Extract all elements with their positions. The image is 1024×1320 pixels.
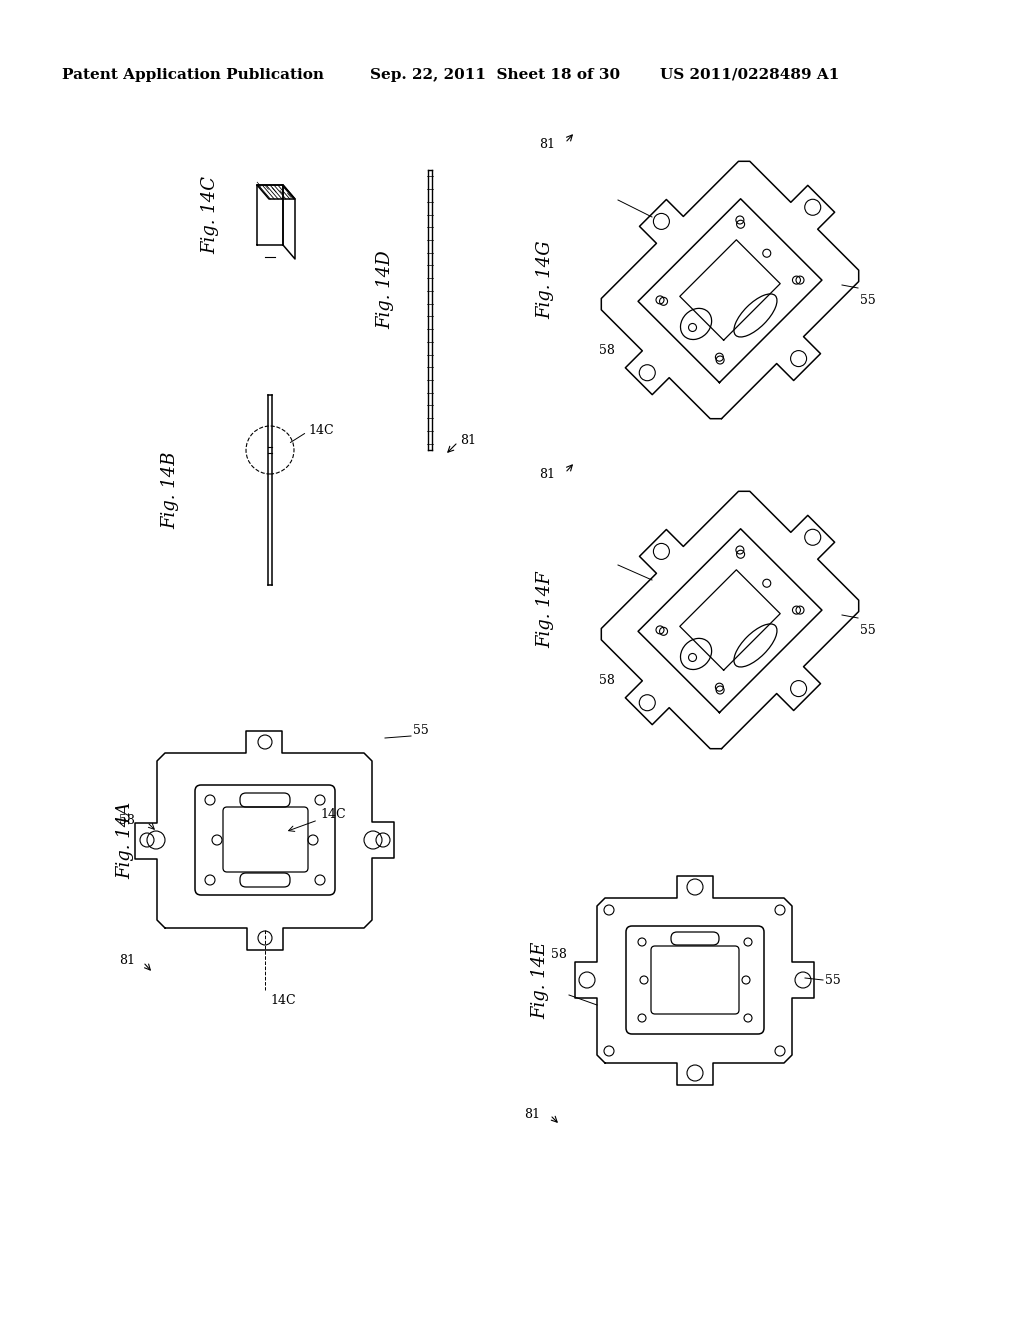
Text: 14C: 14C [270, 994, 296, 1006]
Text: 55: 55 [825, 974, 841, 986]
Text: Fig. 14D: Fig. 14D [376, 251, 394, 329]
Text: Fig. 14G: Fig. 14G [536, 240, 554, 319]
Text: 81: 81 [119, 953, 135, 966]
Text: 81: 81 [539, 469, 555, 482]
Text: Fig. 14F: Fig. 14F [536, 572, 554, 648]
Text: 81: 81 [539, 139, 555, 152]
Text: 58: 58 [599, 673, 615, 686]
Text: 14C: 14C [308, 424, 334, 437]
Text: 81: 81 [460, 433, 476, 446]
Text: 58: 58 [119, 813, 135, 826]
Text: Sep. 22, 2011  Sheet 18 of 30: Sep. 22, 2011 Sheet 18 of 30 [370, 69, 621, 82]
Text: 58: 58 [599, 343, 615, 356]
Text: 55: 55 [413, 723, 429, 737]
Text: 55: 55 [860, 623, 876, 636]
Text: US 2011/0228489 A1: US 2011/0228489 A1 [660, 69, 840, 82]
Text: Fig. 14C: Fig. 14C [201, 176, 219, 253]
Text: 58: 58 [551, 949, 567, 961]
Text: Fig. 14B: Fig. 14B [161, 451, 179, 529]
Text: 81: 81 [524, 1109, 540, 1122]
Text: Fig. 14A: Fig. 14A [116, 801, 134, 879]
Text: 14C: 14C [319, 808, 346, 821]
Text: Fig. 14E: Fig. 14E [531, 941, 549, 1019]
Text: Patent Application Publication: Patent Application Publication [62, 69, 324, 82]
Text: 55: 55 [860, 293, 876, 306]
